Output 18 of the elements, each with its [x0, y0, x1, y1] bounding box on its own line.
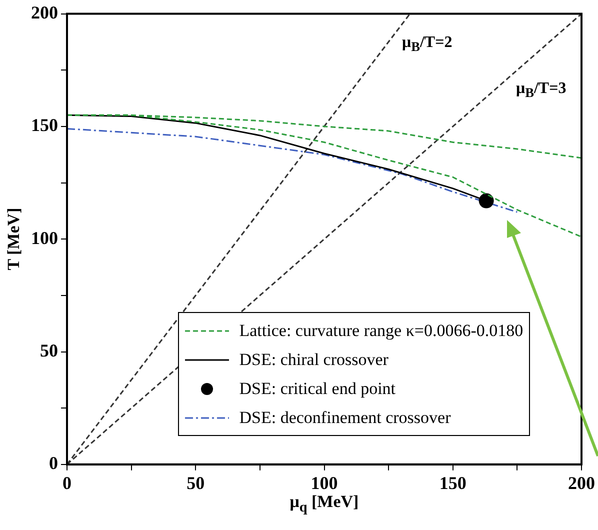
annotation: μ$_{B}$/T=2	[402, 34, 452, 56]
legend-label: Lattice: curvature range κ=0.0066-0.0180	[239, 320, 524, 341]
y-axis-title: T [MeV]	[4, 208, 24, 270]
y-tick-label: 150	[31, 115, 58, 136]
x-tick-label: 100	[310, 472, 338, 493]
annotation: μ$_{B}$/T=3	[516, 80, 566, 102]
y-tick-label: 200	[31, 2, 58, 22]
x-tick-label: 150	[439, 472, 466, 493]
x-axis-title: μ$_{q}$ [MeV]	[290, 492, 359, 517]
legend-label: DSE: deconfinement crossover	[239, 408, 451, 428]
y-tick-label: 50	[40, 340, 58, 360]
legend-label: DSE: chiral crossover	[239, 350, 388, 370]
legend-label: DSE: critical end point	[239, 378, 396, 399]
y-tick-label: 100	[31, 228, 58, 248]
x-tick-label: 200	[568, 472, 595, 493]
y-tick-label: 0	[49, 453, 58, 474]
x-tick-label: 0	[62, 472, 72, 493]
x-tick-label: 50	[186, 472, 205, 493]
